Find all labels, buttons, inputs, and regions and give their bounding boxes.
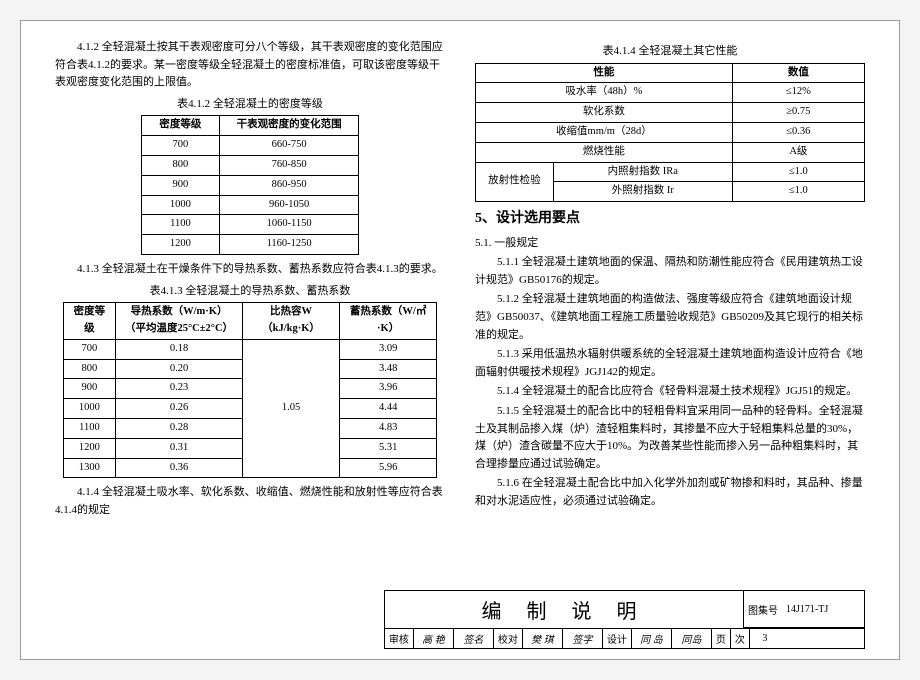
table-row: 吸水率（48h）%≤12% xyxy=(476,83,865,103)
th-density-range: 干表观密度的变化范围 xyxy=(220,116,359,136)
page-label-1: 页 xyxy=(712,629,731,648)
para-4-1-2: 4.1.2 全轻混凝土按其干表观密度可分八个等级，其干表观密度的变化范围应符合表… xyxy=(55,39,445,92)
footer: 编 制 说 明 图集号 14J171-TJ 审核 高 艳 签名 校对 樊 琪 签… xyxy=(21,590,865,649)
table-header-row: 性能 数值 xyxy=(476,63,865,83)
left-column: 4.1.2 全轻混凝土按其干表观密度可分八个等级，其干表观密度的变化范围应符合表… xyxy=(55,39,445,579)
table-header-row: 密度等级 干表观密度的变化范围 xyxy=(141,116,358,136)
para-5-1-1: 5.1.1 全轻混凝土建筑地面的保温、隔热和防潮性能应符合《民用建筑热工设计规范… xyxy=(475,254,865,289)
audit-value: 高 艳 xyxy=(414,629,454,648)
para-5-1-4: 5.1.4 全轻混凝土的配合比应符合《轻骨料混凝土技术规程》JGJ51的规定。 xyxy=(475,383,865,401)
table-row: 12001160-1250 xyxy=(141,235,358,255)
th-conductivity: 导热系数（W/m·K） （平均温度25°C±2°C） xyxy=(116,303,243,340)
audit-label: 审核 xyxy=(385,629,414,648)
table-row: 软化系数≥0.75 xyxy=(476,103,865,123)
check-label: 校对 xyxy=(494,629,523,648)
th-density-grade: 密度等级 xyxy=(141,116,219,136)
para-4-1-3: 4.1.3 全轻混凝土在干燥条件下的导热系数、蓄热系数应符合表4.1.3的要求。 xyxy=(55,261,445,279)
para-5-1-3: 5.1.3 采用低温热水辐射供暖系统的全轻混凝土建筑地面构造设计应符合《地面辐射… xyxy=(475,346,865,381)
table-row: 900860-950 xyxy=(141,175,358,195)
radiation-label: 放射性检验 xyxy=(476,162,554,202)
caption-4-1-3: 表4.1.3 全轻混凝土的导热系数、蓄热系数 xyxy=(55,283,445,301)
table-4-1-3: 密度等级 导热系数（W/m·K） （平均温度25°C±2°C） 比热容W（kJ/… xyxy=(63,302,437,478)
content-area: 4.1.2 全轻混凝土按其干表观密度可分八个等级，其干表观密度的变化范围应符合表… xyxy=(55,39,865,579)
atlas-value: 14J171-TJ xyxy=(782,604,864,615)
table-row: 收缩值mm/m（28d）≤0.36 xyxy=(476,122,865,142)
specific-heat-merged: 1.05 xyxy=(243,339,340,478)
title-block: 编 制 说 明 图集号 14J171-TJ 审核 高 艳 签名 校对 樊 琪 签… xyxy=(384,590,865,649)
table-header-row: 密度等级 导热系数（W/m·K） （平均温度25°C±2°C） 比热容W（kJ/… xyxy=(63,303,436,340)
page-number: 3 xyxy=(750,629,780,648)
table-row: 700660-750 xyxy=(141,136,358,156)
th-value: 数值 xyxy=(732,63,864,83)
table-4-1-4: 性能 数值 吸水率（48h）%≤12% 软化系数≥0.75 收缩值mm/m（28… xyxy=(475,63,865,203)
caption-4-1-4: 表4.1.4 全轻混凝土其它性能 xyxy=(475,43,865,61)
caption-4-1-2: 表4.1.2 全轻混凝土的密度等级 xyxy=(55,96,445,114)
design-sign: 同岛 xyxy=(672,629,712,648)
drawing-title: 编 制 说 明 xyxy=(385,591,744,628)
check-sign: 签字 xyxy=(563,629,603,648)
title-main-row: 编 制 说 明 图集号 14J171-TJ xyxy=(385,591,864,629)
table-row: 放射性检验 内照射指数 IRa ≤1.0 xyxy=(476,162,865,182)
audit-sign: 签名 xyxy=(454,629,494,648)
title-right: 图集号 14J171-TJ xyxy=(744,591,864,628)
design-label: 设计 xyxy=(603,629,632,648)
para-5-1-6: 5.1.6 在全轻混凝土配合比中加入化学外加剂或矿物掺和料时，其品种、掺量和对水… xyxy=(475,475,865,510)
right-column: 表4.1.4 全轻混凝土其它性能 性能 数值 吸水率（48h）%≤12% 软化系… xyxy=(475,39,865,579)
page-label-2: 次 xyxy=(731,629,750,648)
title-bottom-row: 审核 高 艳 签名 校对 樊 琪 签字 设计 同 岛 同岛 页 次 3 xyxy=(385,629,864,648)
th-storage: 蓄热系数（W/㎡·K） xyxy=(340,303,437,340)
atlas-label: 图集号 xyxy=(744,602,782,617)
para-5-1-2: 5.1.2 全轻混凝土建筑地面的构造做法、强度等级应符合《建筑地面设计规范》GB… xyxy=(475,291,865,344)
atlas-cell: 图集号 14J171-TJ xyxy=(744,591,864,628)
table-row: 11001060-1150 xyxy=(141,215,358,235)
para-5-1-5: 5.1.5 全轻混凝土的配合比中的轻粗骨料宜采用同一品种的轻骨料。全轻混凝土及其… xyxy=(475,403,865,473)
th-density: 密度等级 xyxy=(63,303,115,340)
table-row: 7000.181.053.09 xyxy=(63,339,436,359)
page-frame: 4.1.2 全轻混凝土按其干表观密度可分八个等级，其干表观密度的变化范围应符合表… xyxy=(20,20,900,660)
check-value: 樊 琪 xyxy=(523,629,563,648)
design-value: 同 岛 xyxy=(632,629,672,648)
th-property: 性能 xyxy=(476,63,733,83)
table-4-1-2: 密度等级 干表观密度的变化范围 700660-750 800760-850 90… xyxy=(141,115,359,255)
table-row: 800760-850 xyxy=(141,155,358,175)
th-specific-heat: 比热容W（kJ/kg·K） xyxy=(243,303,340,340)
table-row: 燃烧性能A级 xyxy=(476,142,865,162)
table-row: 1000960-1050 xyxy=(141,195,358,215)
subsection-5-1: 5.1. 一般规定 xyxy=(475,235,865,253)
section-5-heading: 5、设计选用要点 xyxy=(475,208,865,230)
para-4-1-4: 4.1.4 全轻混凝土吸水率、软化系数、收缩值、燃烧性能和放射性等应符合表4.1… xyxy=(55,484,445,519)
